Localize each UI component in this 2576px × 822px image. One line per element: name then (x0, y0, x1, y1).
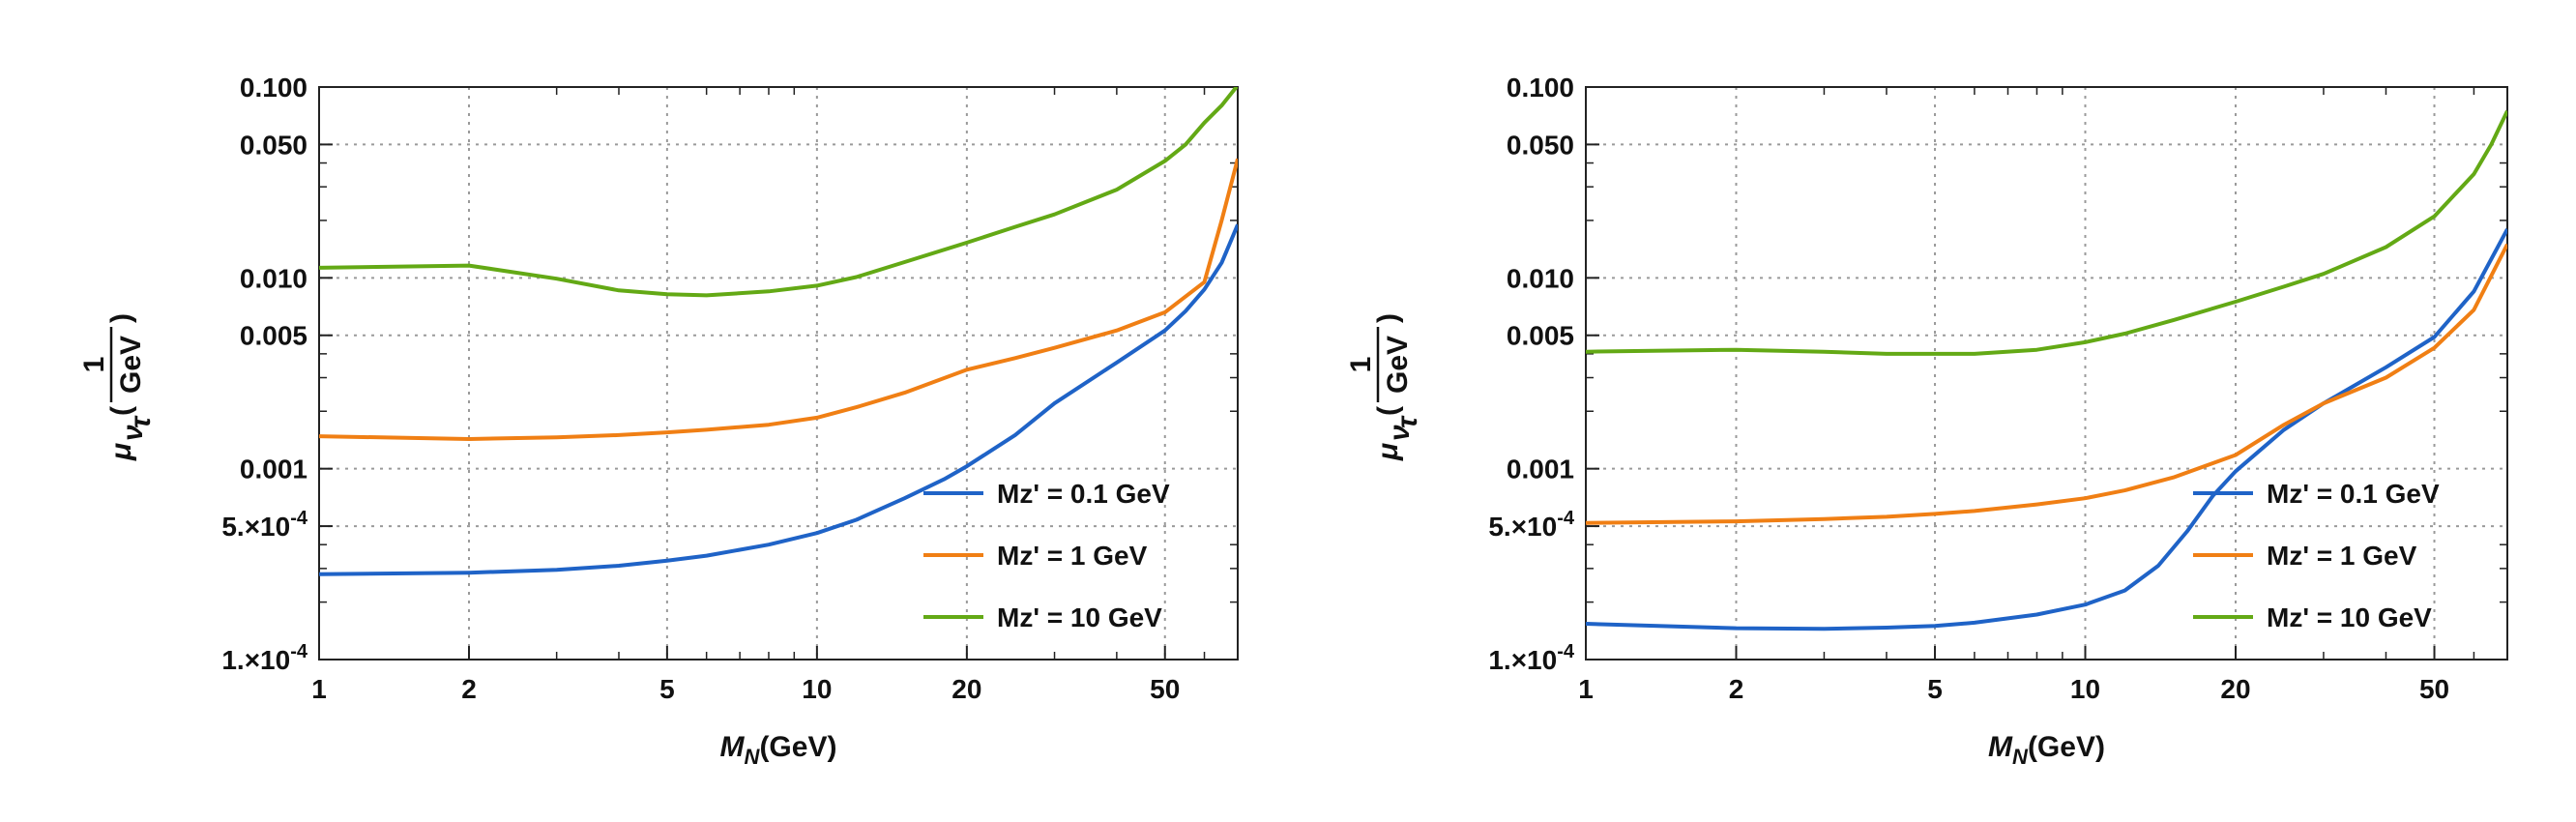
x-tick-label: 1 (1578, 674, 1594, 704)
series-line-mz-10 (1586, 109, 2507, 356)
y-axis-label: μντ(1 GeV) (78, 313, 157, 461)
y-tick-label: 0.001 (1507, 455, 1574, 484)
right-chart: 1 2 5 10 20 500.1000.0500.0100.0050.0015.×10-… (1345, 73, 2508, 769)
y-tick-exponent: -4 (1557, 508, 1575, 529)
legend-label: Mz' = 1 GeV (997, 541, 1148, 571)
legend-label: Mz' = 0.1 GeV (2267, 479, 2440, 509)
y-axis-label-mu: μ (105, 443, 137, 461)
y-tick-label: 0.010 (1507, 263, 1574, 293)
legend-label: Mz' = 10 GeV (2267, 602, 2432, 632)
series-line-mz-10 (319, 87, 1238, 298)
legend-label: Mz' = 1 GeV (2267, 541, 2417, 571)
x-tick-label: 20 (2220, 674, 2250, 704)
y-tick-mantissa: 1.×10 (221, 645, 290, 675)
left-chart: 1 2 5 10 20 500.1000.0500.0100.0050.0015.×10-… (78, 73, 1239, 769)
y-axis-label-unit: GeV (115, 336, 147, 394)
y-tick-label: 1.×10-4 (1488, 641, 1575, 675)
y-tick-label: 0.050 (1507, 130, 1574, 160)
y-tick-mantissa: 1.×10 (1488, 645, 1557, 675)
y-axis-label-paren-open: ( (1372, 406, 1404, 416)
y-axis-label-mu: μ (1372, 443, 1404, 461)
y-axis-label-paren-close: ) (1372, 313, 1404, 323)
y-tick-label: 0.010 (240, 263, 307, 293)
x-tick-label: 50 (1150, 674, 1180, 704)
x-tick-label: 10 (2070, 674, 2100, 704)
x-tick-label: 50 (2419, 674, 2449, 704)
y-tick-label: 5.×10-4 (1488, 508, 1575, 542)
y-tick-exponent: -4 (1557, 641, 1575, 662)
series-line-mz-0p1 (319, 223, 1238, 576)
legend-label: Mz' = 0.1 GeV (997, 479, 1170, 509)
series-line-mz-1 (1586, 243, 2507, 525)
y-tick-label: 0.100 (1507, 73, 1574, 103)
x-tick-label: 1 (311, 674, 327, 704)
x-axis-label-subscript: N (2012, 745, 2029, 769)
y-tick-label: 0.001 (240, 455, 307, 484)
y-tick-mantissa: 5.×10 (1488, 512, 1557, 542)
x-axis-label-main: M (720, 731, 746, 763)
y-axis-label-paren-close: ) (105, 313, 137, 323)
x-tick-label: 2 (461, 674, 477, 704)
plot-frame (1585, 86, 2508, 661)
y-tick-exponent: -4 (290, 641, 308, 662)
y-tick-label: 0.050 (240, 130, 307, 160)
y-axis-label-nu: ν (1384, 425, 1416, 441)
y-axis-label-numerator: 1 (1345, 357, 1377, 373)
x-tick-label: 2 (1729, 674, 1744, 704)
y-axis-label-tau: τ (125, 415, 157, 428)
x-axis-label-main: M (1988, 731, 2013, 763)
x-tick-label: 5 (659, 674, 675, 704)
y-tick-mantissa: 5.×10 (221, 512, 290, 542)
series-line-mz-1 (319, 158, 1238, 441)
x-tick-label: 5 (1927, 674, 1943, 704)
x-tick-label: 20 (951, 674, 981, 704)
x-axis-label: MN(GeV) (1988, 731, 2105, 769)
y-tick-exponent: -4 (290, 508, 308, 529)
y-tick-label: 5.×10-4 (221, 508, 308, 542)
y-tick-label: 0.100 (240, 73, 307, 103)
x-axis-label-unit: (GeV) (759, 731, 836, 763)
y-axis-label-unit: GeV (1382, 336, 1414, 394)
y-axis-label: μντ(1 GeV) (1345, 313, 1423, 461)
y-axis-label-numerator: 1 (78, 357, 110, 373)
y-axis-label-paren-open: ( (105, 406, 137, 416)
y-tick-label: 0.005 (240, 321, 307, 351)
y-tick-label: 1.×10-4 (221, 641, 308, 675)
x-axis-label: MN(GeV) (720, 731, 837, 769)
x-axis-label-unit: (GeV) (2028, 731, 2105, 763)
y-tick-label: 0.005 (1507, 321, 1574, 351)
y-axis-label-tau: τ (1391, 415, 1423, 428)
x-tick-label: 10 (802, 674, 832, 704)
x-axis-label-subscript: N (745, 745, 761, 769)
series-line-mz-0p1 (1586, 228, 2507, 631)
y-axis-label-nu: ν (117, 425, 149, 441)
legend-label: Mz' = 10 GeV (997, 602, 1162, 632)
plot-frame (318, 86, 1239, 661)
